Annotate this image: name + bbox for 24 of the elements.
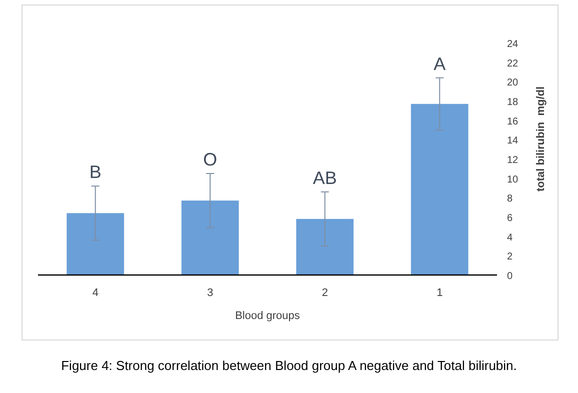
- annotation: B: [89, 162, 102, 182]
- y-tick-label: 14: [507, 136, 519, 147]
- y-tick-label: 16: [507, 116, 519, 128]
- annotation: A: [434, 54, 446, 74]
- y-tick-label: 10: [507, 174, 519, 186]
- y-tick-label: 6: [507, 213, 513, 224]
- x-tick-label: 4: [92, 287, 98, 299]
- x-axis-title: Blood groups: [235, 310, 300, 322]
- annotation: AB: [312, 168, 337, 188]
- y-tick-label: 20: [507, 78, 519, 89]
- y-tick-label: 24: [507, 39, 519, 50]
- caption: Figure 4: Strong correlation between Blood group A negative and Total bilirubin.: [61, 358, 517, 373]
- y-tick-label: 8: [507, 194, 513, 205]
- y-tick-label: 22: [507, 58, 519, 70]
- y-tick-label: 0: [507, 271, 513, 282]
- y-tick-label: 18: [507, 97, 519, 108]
- y-tick-label: 12: [507, 155, 519, 166]
- y-tick-label: 2: [507, 252, 513, 263]
- y-tick-label: 4: [507, 232, 513, 244]
- y-axis-title: total bilirubin mg/dl: [535, 86, 547, 192]
- x-tick-label: 2: [322, 287, 328, 299]
- x-tick-label: 3: [207, 287, 214, 299]
- x-tick-label: 1: [436, 287, 443, 299]
- annotation: O: [203, 150, 218, 170]
